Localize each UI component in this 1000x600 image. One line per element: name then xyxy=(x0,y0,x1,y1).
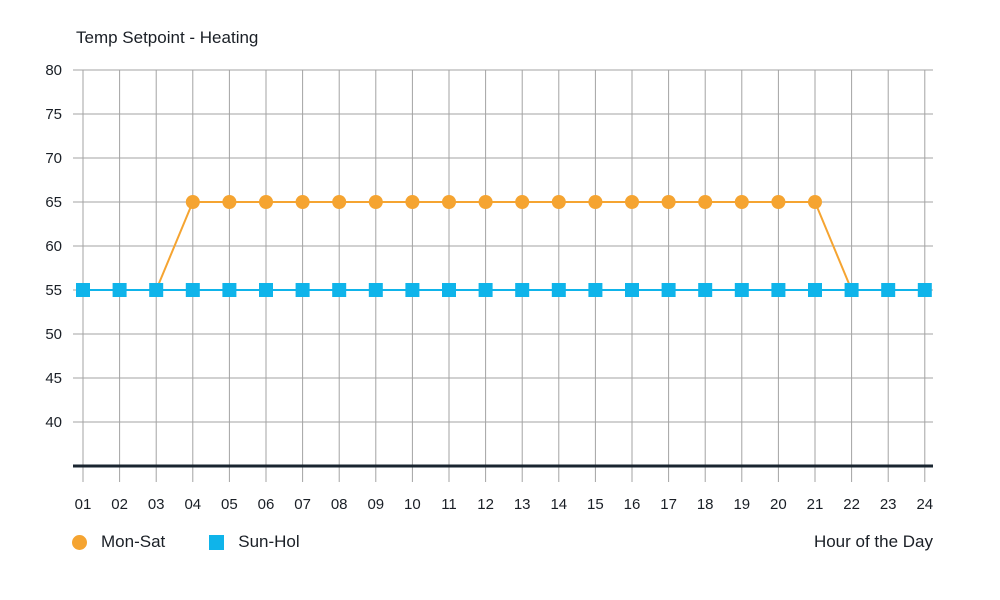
data-point-square xyxy=(368,283,383,297)
data-point-circle xyxy=(698,195,713,209)
grid-lines xyxy=(73,69,933,482)
x-tick-label: 01 xyxy=(75,496,92,513)
x-tick-label: 10 xyxy=(404,496,421,513)
data-point-square xyxy=(771,283,786,297)
data-point-circle xyxy=(368,195,383,209)
data-point-square xyxy=(332,283,347,297)
x-tick-label: 06 xyxy=(258,496,275,513)
series-markers xyxy=(76,195,932,297)
y-tick-label: 55 xyxy=(45,282,62,299)
data-point-circle xyxy=(661,195,676,209)
x-tick-label: 18 xyxy=(697,496,714,513)
data-point-circle xyxy=(185,195,200,209)
legend-circle-icon xyxy=(72,534,87,550)
data-point-square xyxy=(185,283,200,297)
data-point-circle xyxy=(222,195,237,209)
x-tick-label: 14 xyxy=(550,496,567,513)
data-point-square xyxy=(405,283,420,297)
data-point-circle xyxy=(405,195,420,209)
x-tick-label: 08 xyxy=(331,496,348,513)
data-point-square xyxy=(259,283,273,297)
x-tick-label: 03 xyxy=(148,496,165,513)
data-point-square xyxy=(222,283,237,297)
data-point-circle xyxy=(808,195,822,209)
legend: Mon-Sat Sun-Hol xyxy=(72,532,344,552)
x-tick-label: 02 xyxy=(111,496,128,513)
x-tick-label: 04 xyxy=(184,496,201,513)
data-point-circle xyxy=(478,195,493,209)
data-point-circle xyxy=(515,195,530,209)
data-point-circle xyxy=(588,195,603,209)
data-point-square xyxy=(515,283,530,297)
y-tick-label: 75 xyxy=(45,106,62,123)
y-tick-label: 40 xyxy=(45,414,62,431)
data-point-circle xyxy=(771,195,786,209)
x-tick-label: 22 xyxy=(843,496,860,513)
y-tick-label: 60 xyxy=(45,238,62,255)
data-point-circle xyxy=(332,195,347,209)
legend-item-sun-hol[interactable]: Sun-Hol xyxy=(209,532,300,552)
x-tick-label: 13 xyxy=(514,496,531,513)
x-tick-label: 16 xyxy=(624,496,641,513)
x-tick-label: 19 xyxy=(733,496,750,513)
data-point-square xyxy=(881,283,896,297)
data-point-square xyxy=(698,283,713,297)
y-tick-label: 80 xyxy=(45,62,62,79)
data-point-square xyxy=(149,283,164,297)
x-tick-label: 17 xyxy=(660,496,677,513)
x-tick-label: 23 xyxy=(880,496,897,513)
data-point-square xyxy=(551,283,566,297)
legend-label: Mon-Sat xyxy=(101,532,166,551)
x-tick-label: 07 xyxy=(294,496,311,513)
y-tick-labels: 40 45 50 55 60 65 70 75 80 xyxy=(45,62,62,431)
x-tick-label: 21 xyxy=(807,496,824,513)
legend-label: Sun-Hol xyxy=(238,532,300,551)
data-point-square xyxy=(661,283,676,297)
data-point-square xyxy=(112,283,127,297)
data-point-square xyxy=(76,283,90,297)
data-point-square xyxy=(442,283,456,297)
x-tick-label: 09 xyxy=(367,496,384,513)
data-point-circle xyxy=(442,195,456,209)
x-tick-label: 20 xyxy=(770,496,787,513)
data-point-square xyxy=(844,283,859,297)
y-tick-label: 65 xyxy=(45,194,62,211)
x-tick-labels: 01 02 03 04 05 06 07 08 09 10 11 12 13 14 15 16 17 18 19 20… xyxy=(75,496,933,513)
data-point-square xyxy=(808,283,822,297)
x-tick-label: 05 xyxy=(221,496,238,513)
x-axis-label: Hour of the Day xyxy=(813,532,933,551)
legend-square-icon xyxy=(209,534,225,550)
y-tick-label: 45 xyxy=(45,370,62,387)
data-point-circle xyxy=(625,195,639,209)
x-tick-label: 24 xyxy=(916,496,933,513)
data-point-square xyxy=(588,283,603,297)
data-point-square xyxy=(295,283,310,297)
data-point-square xyxy=(478,283,493,297)
legend-item-mon-sat[interactable]: Mon-Sat xyxy=(72,532,165,552)
x-tick-label: 12 xyxy=(477,496,494,513)
data-point-circle xyxy=(551,195,566,209)
data-point-square xyxy=(625,283,639,297)
y-tick-label: 50 xyxy=(45,326,62,343)
data-point-circle xyxy=(295,195,310,209)
data-point-square xyxy=(734,283,749,297)
x-tick-label: 15 xyxy=(587,496,604,513)
x-tick-label: 11 xyxy=(441,496,457,513)
data-point-circle xyxy=(259,195,273,209)
chart-title: Temp Setpoint - Heating xyxy=(76,28,259,47)
y-tick-label: 70 xyxy=(45,150,62,167)
data-point-circle xyxy=(734,195,749,209)
data-point-square xyxy=(917,283,932,297)
